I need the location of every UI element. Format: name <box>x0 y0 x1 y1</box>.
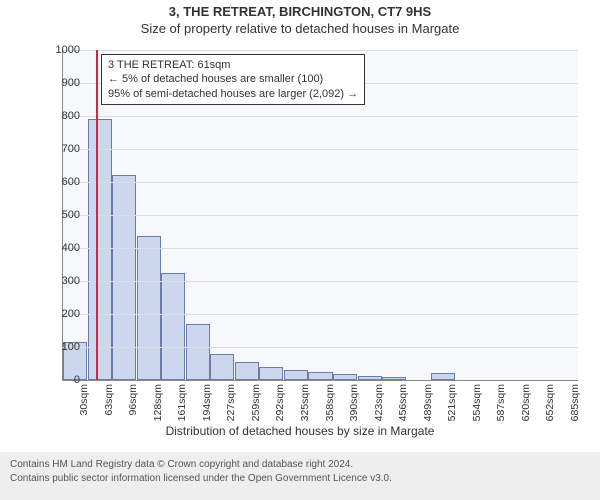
x-tick-label: 96sqm <box>127 384 139 416</box>
x-tick-label: 194sqm <box>201 384 213 421</box>
histogram-bar <box>259 367 283 380</box>
x-tick-label: 652sqm <box>544 384 556 421</box>
chart-area: Number of detached properties 3 THE RETR… <box>0 40 600 440</box>
x-tick-label: 587sqm <box>495 384 507 421</box>
x-tick-label: 63sqm <box>103 384 115 416</box>
x-axis-label: Distribution of detached houses by size … <box>0 424 600 438</box>
footer-line-1: Contains HM Land Registry data © Crown c… <box>10 458 590 472</box>
histogram-bar <box>431 373 455 380</box>
x-tick-label: 161sqm <box>176 384 188 421</box>
histogram-bar <box>161 273 185 380</box>
x-tick-label: 325sqm <box>299 384 311 421</box>
grid-line <box>63 182 578 183</box>
x-tick-label: 456sqm <box>397 384 409 421</box>
histogram-bar <box>235 362 259 380</box>
y-tick-label: 1000 <box>50 44 80 56</box>
y-tick-label: 800 <box>50 110 80 122</box>
reference-marker <box>96 50 98 380</box>
grid-line <box>63 347 578 348</box>
x-tick-label: 358sqm <box>324 384 336 421</box>
histogram-bar <box>88 119 112 380</box>
grid-line <box>63 215 578 216</box>
histogram-bar <box>284 370 308 380</box>
grid-line <box>63 116 578 117</box>
histogram-bar <box>358 376 382 380</box>
annotation-line-1: 3 THE RETREAT: 61sqm <box>108 58 358 72</box>
histogram-bar <box>382 377 406 380</box>
chart-title-1: 3, THE RETREAT, BIRCHINGTON, CT7 9HS <box>0 4 600 19</box>
annotation-box: 3 THE RETREAT: 61sqm ← 5% of detached ho… <box>101 54 365 105</box>
x-tick-label: 292sqm <box>274 384 286 421</box>
x-tick-label: 390sqm <box>348 384 360 421</box>
histogram-bar <box>186 324 210 380</box>
histogram-bar <box>333 374 357 380</box>
y-tick-label: 500 <box>50 209 80 221</box>
x-tick-label: 489sqm <box>422 384 434 421</box>
footer: Contains HM Land Registry data © Crown c… <box>0 452 600 500</box>
x-tick-label: 227sqm <box>225 384 237 421</box>
grid-line <box>63 50 578 51</box>
y-tick-label: 0 <box>50 374 80 386</box>
grid-line <box>63 248 578 249</box>
plot-region: 3 THE RETREAT: 61sqm ← 5% of detached ho… <box>62 50 578 381</box>
x-tick-label: 423sqm <box>373 384 385 421</box>
y-tick-label: 400 <box>50 242 80 254</box>
chart-title-2: Size of property relative to detached ho… <box>0 21 600 36</box>
footer-line-2: Contains public sector information licen… <box>10 472 590 486</box>
grid-line <box>63 314 578 315</box>
annotation-line-2: ← 5% of detached houses are smaller (100… <box>108 72 358 86</box>
x-tick-label: 128sqm <box>152 384 164 421</box>
y-tick-label: 300 <box>50 275 80 287</box>
y-tick-label: 200 <box>50 308 80 320</box>
x-tick-label: 554sqm <box>471 384 483 421</box>
x-tick-label: 521sqm <box>446 384 458 421</box>
y-tick-label: 900 <box>50 77 80 89</box>
histogram-bar <box>210 354 234 380</box>
y-tick-label: 600 <box>50 176 80 188</box>
histogram-bar <box>137 236 161 380</box>
grid-line <box>63 281 578 282</box>
grid-line <box>63 149 578 150</box>
x-tick-label: 259sqm <box>250 384 262 421</box>
x-tick-label: 620sqm <box>520 384 532 421</box>
x-tick-label: 30sqm <box>78 384 90 416</box>
histogram-bar <box>308 372 332 380</box>
y-tick-label: 100 <box>50 341 80 353</box>
annotation-line-3: 95% of semi-detached houses are larger (… <box>108 87 358 101</box>
y-tick-label: 700 <box>50 143 80 155</box>
histogram-bar <box>112 175 136 380</box>
x-tick-label: 685sqm <box>569 384 581 421</box>
